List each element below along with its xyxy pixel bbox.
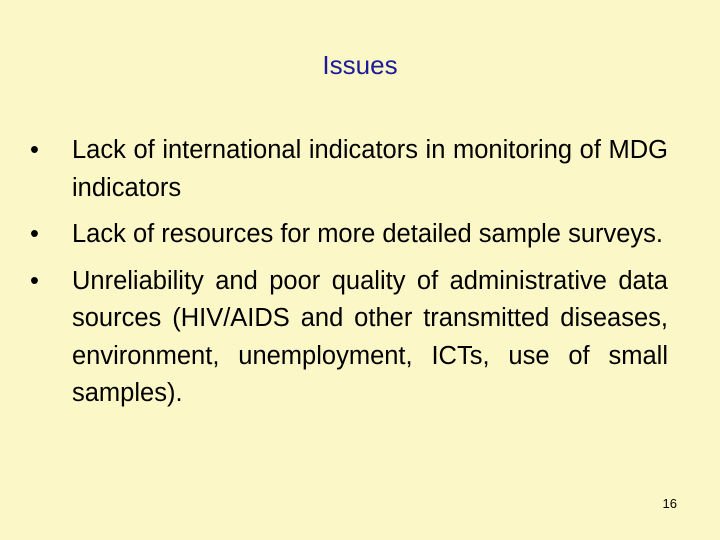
page-number: 16 (662, 496, 677, 511)
bullet-list: Lack of international indicators in moni… (30, 132, 668, 422)
bullet-item: Lack of international indicators in moni… (30, 132, 668, 207)
slide-title: Issues (322, 50, 398, 80)
bullet-item: Unreliability and poor quality of admini… (30, 263, 668, 413)
bullet-item: Lack of resources for more detailed samp… (30, 216, 668, 254)
